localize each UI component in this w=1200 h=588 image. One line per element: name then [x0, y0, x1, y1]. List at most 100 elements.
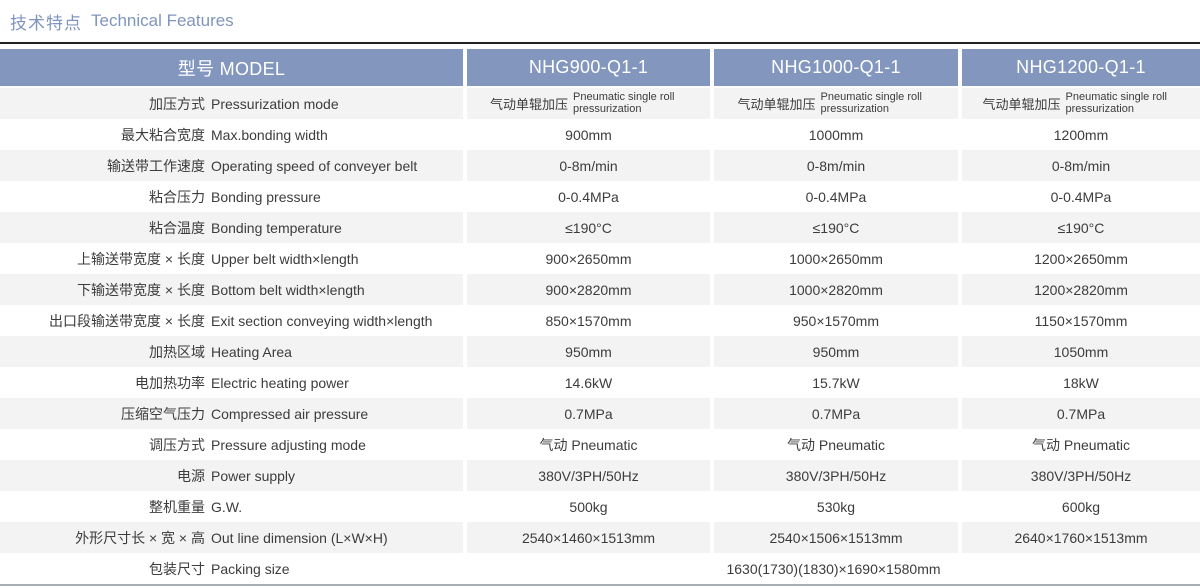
row-label-en: Bottom belt width×length	[211, 281, 365, 298]
table-row: 下输送带宽度 × 长度 Bottom belt width×length 900×2…	[0, 274, 1200, 305]
row-label-en: Operating speed of conveyer belt	[211, 157, 418, 174]
row-label-zh: 包装尺寸	[149, 560, 205, 577]
row-label-en: Pressurization mode	[211, 95, 339, 112]
row-label-en: Out line dimension (L×W×H)	[211, 529, 388, 546]
spec-value-cell: 1200×2820mm	[962, 274, 1200, 305]
table-row: 粘合温度 Bonding temperature ≤190°C ≤190°C ≤190°…	[0, 212, 1200, 243]
spec-value-cell: 15.7kW	[714, 367, 958, 398]
spec-value-cell: 气动单辊加压 Pneumatic single roll pressurizati…	[714, 88, 958, 119]
row-label-cell: 加热区域 Heating Area	[0, 336, 463, 367]
row-label-zh: 电源	[177, 467, 205, 484]
row-label-cell: 电加热功率 Electric heating power	[0, 367, 463, 398]
row-label-zh: 加热区域	[149, 343, 205, 360]
spec-value-cell: 0.7MPa	[467, 398, 710, 429]
spec-value-cell: 1050mm	[962, 336, 1200, 367]
page-title-zh: 技术特点	[10, 13, 82, 33]
spec-value-cell: 0-0.4MPa	[962, 181, 1200, 212]
row-label-zh: 上输送带宽度 × 长度	[77, 250, 205, 267]
row-label-en: G.W.	[211, 498, 243, 515]
row-label-cell: 粘合温度 Bonding temperature	[0, 212, 463, 243]
table-header-row: 型号 MODEL NHG900-Q1-1 NHG1000-Q1-1 NHG120…	[0, 49, 1200, 86]
row-label-cell: 加压方式 Pressurization mode	[0, 88, 463, 119]
row-label-zh: 输送带工作速度	[107, 157, 205, 174]
row-label-cell: 粘合压力 Bonding pressure	[0, 181, 463, 212]
spec-value-cell: 气动 Pneumatic	[467, 429, 710, 460]
table-row: 加热区域 Heating Area 950mm 950mm 1050mm	[0, 336, 1200, 367]
spec-value-cell: 530kg	[714, 491, 958, 522]
row-label-en: Upper belt width×length	[211, 250, 359, 267]
spec-value-zh: 气动单辊加压	[737, 97, 816, 112]
spec-value-cell: 950×1570mm	[714, 305, 958, 336]
spec-value-cell: 18kW	[962, 367, 1200, 398]
row-label-cell: 压缩空气压力 Compressed air pressure	[0, 398, 463, 429]
row-label-cell: 出口段输送带宽度 × 长度 Exit section conveying widt…	[0, 305, 463, 336]
table-row: 电加热功率 Electric heating power 14.6kW 15.7kW 1…	[0, 367, 1200, 398]
spec-value-cell: ≤190°C	[467, 212, 710, 243]
bottom-divider	[0, 584, 1200, 586]
row-label-en: Bonding temperature	[211, 219, 342, 236]
spec-value-en: Pneumatic single roll pressurization	[1065, 91, 1168, 115]
row-label-cell: 电源 Power supply	[0, 460, 463, 491]
spec-value-cell: 0-8m/min	[714, 150, 958, 181]
row-label-zh: 粘合温度	[149, 219, 205, 236]
spec-value-merged: 1630(1730)(1830)×1690×1580mm	[467, 553, 1200, 584]
row-label-cell: 下输送带宽度 × 长度 Bottom belt width×length	[0, 274, 463, 305]
table-row: 包装尺寸 Packing size 1630(1730)(1830)×1690×15…	[0, 553, 1200, 584]
table-row: 输送带工作速度 Operating speed of conveyer belt 0…	[0, 150, 1200, 181]
spec-value-cell: 1000mm	[714, 119, 958, 150]
spec-value-cell: 0-0.4MPa	[714, 181, 958, 212]
table-row: 压缩空气压力 Compressed air pressure 0.7MPa 0.7MP…	[0, 398, 1200, 429]
spec-value-cell: 气动单辊加压 Pneumatic single roll pressurizati…	[962, 88, 1200, 119]
spec-value-zh: 气动单辊加压	[489, 97, 568, 112]
row-label-en: Compressed air pressure	[211, 405, 369, 422]
row-label-zh: 外形尺寸长 × 宽 × 高	[75, 529, 205, 546]
row-label-en: Electric heating power	[211, 374, 349, 391]
spec-value-cell: 600kg	[962, 491, 1200, 522]
spec-value-cell: 2640×1760×1513mm	[962, 522, 1200, 553]
table-row: 外形尺寸长 × 宽 × 高 Out line dimension (L×W×H) 2…	[0, 522, 1200, 553]
row-label-zh: 最大粘合宽度	[121, 126, 205, 143]
spec-value-cell: 380V/3PH/50Hz	[714, 460, 958, 491]
row-label-zh: 下输送带宽度 × 长度	[77, 281, 205, 298]
spec-value-cell: 0-8m/min	[467, 150, 710, 181]
spec-value-cell: ≤190°C	[962, 212, 1200, 243]
spec-value-cell: 950mm	[467, 336, 710, 367]
spec-value-cell: 0-0.4MPa	[467, 181, 710, 212]
spec-value-cell: 2540×1460×1513mm	[467, 522, 710, 553]
spec-value-en: Pneumatic single roll pressurization	[820, 91, 923, 115]
row-label-en: Heating Area	[211, 343, 292, 360]
page-title-en: Technical Features	[91, 11, 234, 30]
row-label-cell: 输送带工作速度 Operating speed of conveyer belt	[0, 150, 463, 181]
row-label-en: Packing size	[211, 560, 290, 577]
row-label-cell: 调压方式 Pressure adjusting mode	[0, 429, 463, 460]
spec-value-cell: 900×2820mm	[467, 274, 710, 305]
table-row: 粘合压力 Bonding pressure 0-0.4MPa 0-0.4MPa 0-0.…	[0, 181, 1200, 212]
model-column-header-3: NHG1200-Q1-1	[962, 49, 1200, 86]
row-label-cell: 最大粘合宽度 Max.bonding width	[0, 119, 463, 150]
row-label-en: Exit section conveying width×length	[211, 312, 433, 329]
spec-value-zh: 气动单辊加压	[982, 97, 1061, 112]
model-column-header-1: NHG900-Q1-1	[467, 49, 710, 86]
table-row: 整机重量 G.W. 500kg 530kg 600kg	[0, 491, 1200, 522]
spec-value-cell: 0.7MPa	[714, 398, 958, 429]
table-row: 电源 Power supply 380V/3PH/50Hz 380V/3PH/50Hz…	[0, 460, 1200, 491]
row-label-en: Bonding pressure	[211, 188, 321, 205]
spec-value-cell: 1000×2820mm	[714, 274, 958, 305]
row-label-zh: 整机重量	[149, 498, 205, 515]
table-row: 最大粘合宽度 Max.bonding width 900mm 1000mm 1200mm	[0, 119, 1200, 150]
row-label-en: Power supply	[211, 467, 296, 484]
spec-value-cell: 1200×2650mm	[962, 243, 1200, 274]
spec-value-cell: 500kg	[467, 491, 710, 522]
table-row: 调压方式 Pressure adjusting mode 气动 Pneumatic 气…	[0, 429, 1200, 460]
spec-value-cell: 气动 Pneumatic	[714, 429, 958, 460]
row-label-zh: 出口段输送带宽度 × 长度	[49, 312, 205, 329]
spec-value-cell: 14.6kW	[467, 367, 710, 398]
row-label-en: Pressure adjusting mode	[211, 436, 366, 453]
table-row: 上输送带宽度 × 长度 Upper belt width×length 900×26…	[0, 243, 1200, 274]
spec-value-cell: 0-8m/min	[962, 150, 1200, 181]
spec-value-cell: 1200mm	[962, 119, 1200, 150]
spec-value-cell: 1000×2650mm	[714, 243, 958, 274]
row-label-zh: 压缩空气压力	[121, 405, 205, 422]
spec-value-cell: 0.7MPa	[962, 398, 1200, 429]
